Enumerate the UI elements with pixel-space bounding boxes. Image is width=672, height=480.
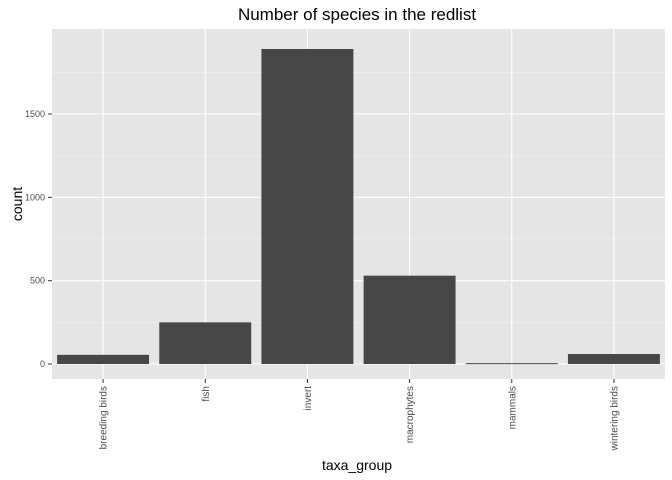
x-axis-label: taxa_group [322, 457, 392, 473]
bars [57, 49, 660, 365]
x-tick-label: macrophytes [405, 386, 416, 443]
plot-panel [52, 29, 665, 379]
x-axis: breeding birds fish invert macrophytes mamma… [99, 379, 620, 451]
y-axis-label: count [9, 187, 25, 221]
chart-title: Number of species in the redlist [238, 5, 476, 24]
x-tick-label: breeding birds [99, 386, 110, 449]
bar-invert [261, 49, 354, 364]
bar-fish [159, 322, 252, 364]
x-tick-label: fish [201, 386, 212, 402]
y-tick-label: 1000 [25, 192, 45, 202]
bar-wintering-birds [567, 354, 660, 364]
y-tick-label: 500 [30, 276, 45, 286]
y-axis: 0 500 1000 1500 [25, 109, 52, 369]
bar-breeding-birds [57, 354, 150, 364]
bar-mammals [465, 363, 558, 365]
bar-macrophytes [363, 275, 456, 364]
x-tick-label: invert [303, 386, 314, 411]
x-tick-label: wintering birds [609, 386, 620, 451]
y-tick-label: 0 [40, 359, 45, 369]
x-tick-label: mammals [507, 386, 518, 429]
y-tick-label: 1500 [25, 109, 45, 119]
